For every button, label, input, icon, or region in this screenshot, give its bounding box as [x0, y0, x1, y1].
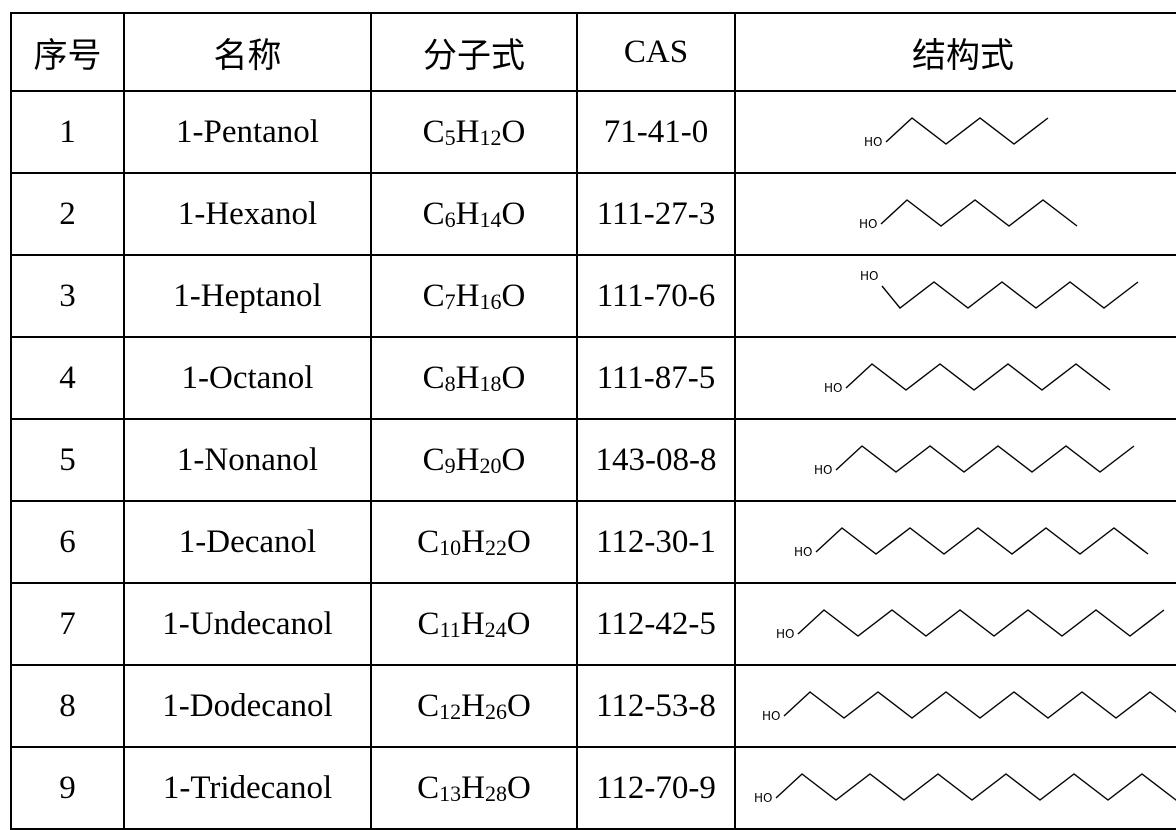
row-index: 4	[10, 336, 125, 420]
row-name: 1-Heptanol	[123, 254, 372, 338]
header-structure: 结构式	[734, 12, 1176, 92]
row-formula: C6H14O	[370, 172, 578, 256]
row-structure: HO	[734, 336, 1176, 420]
row-index: 5	[10, 418, 125, 502]
table-row: 3 1-Heptanol C7H16O 111-70-6 HO	[10, 254, 1176, 338]
row-index: 6	[10, 500, 125, 584]
row-structure: HO	[734, 418, 1176, 502]
skeletal-formula: HO	[864, 117, 1049, 149]
row-cas: 112-70-9	[576, 746, 736, 830]
row-index: 8	[10, 664, 125, 748]
header-name: 名称	[123, 12, 372, 92]
row-structure: HO	[734, 746, 1176, 830]
alcohol-table: 序号 名称 分子式 CAS 结构式 1 1-Pentanol C5H12O 71-41…	[10, 12, 1176, 830]
carbon-chain	[880, 199, 1078, 227]
row-cas: 111-87-5	[576, 336, 736, 420]
row-cas: 71-41-0	[576, 90, 736, 174]
hydroxyl-label: HO	[762, 709, 780, 723]
row-name: 1-Dodecanol	[123, 664, 372, 748]
table-row: 4 1-Octanol C8H18O 111-87-5 HO	[10, 336, 1176, 420]
row-index: 2	[10, 172, 125, 256]
row-name: 1-Hexanol	[123, 172, 372, 256]
skeletal-formula: HO	[824, 363, 1111, 395]
row-structure: HO	[734, 582, 1176, 666]
row-index: 7	[10, 582, 125, 666]
skeletal-formula: HO	[860, 269, 1139, 309]
row-formula: C11H24O	[370, 582, 578, 666]
table-row: 1 1-Pentanol C5H12O 71-41-0 HO	[10, 90, 1176, 174]
skeletal-formula: HO	[762, 691, 1176, 723]
carbon-chain	[835, 445, 1135, 473]
row-cas: 111-70-6	[576, 254, 736, 338]
header-index: 序号	[10, 12, 125, 92]
row-cas: 111-27-3	[576, 172, 736, 256]
row-formula: C9H20O	[370, 418, 578, 502]
table-row: 7 1-Undecanol C11H24O 112-42-5 HO	[10, 582, 1176, 666]
skeletal-formula: HO	[754, 773, 1176, 805]
row-name: 1-Nonanol	[123, 418, 372, 502]
row-formula: C12H26O	[370, 664, 578, 748]
row-cas: 112-30-1	[576, 500, 736, 584]
row-formula: C13H28O	[370, 746, 578, 830]
row-cas: 143-08-8	[576, 418, 736, 502]
row-formula: C7H16O	[370, 254, 578, 338]
hydroxyl-label: HO	[860, 269, 878, 283]
skeletal-formula: HO	[814, 445, 1135, 477]
header-formula: 分子式	[370, 12, 578, 92]
hydroxyl-label: HO	[824, 381, 842, 395]
row-index: 9	[10, 746, 125, 830]
row-index: 1	[10, 90, 125, 174]
hydroxyl-label: HO	[776, 627, 794, 641]
hydroxyl-label: HO	[864, 135, 882, 149]
row-name: 1-Decanol	[123, 500, 372, 584]
row-name: 1-Undecanol	[123, 582, 372, 666]
carbon-chain	[885, 117, 1049, 145]
table-row: 8 1-Dodecanol C12H26O 112-53-8 HO	[10, 664, 1176, 748]
row-cas: 112-42-5	[576, 582, 736, 666]
carbon-chain	[775, 773, 1176, 801]
hydroxyl-label: HO	[794, 545, 812, 559]
table-row: 6 1-Decanol C10H22O 112-30-1 HO	[10, 500, 1176, 584]
skeletal-formula: HO	[859, 199, 1078, 231]
hydroxyl-label: HO	[754, 791, 772, 805]
row-structure: HO	[734, 254, 1176, 338]
row-structure: HO	[734, 90, 1176, 174]
row-structure: HO	[734, 172, 1176, 256]
carbon-chain	[845, 363, 1111, 391]
row-structure: HO	[734, 664, 1176, 748]
row-name: 1-Tridecanol	[123, 746, 372, 830]
row-formula: C8H18O	[370, 336, 578, 420]
row-index: 3	[10, 254, 125, 338]
row-cas: 112-53-8	[576, 664, 736, 748]
skeletal-formula: HO	[776, 609, 1165, 641]
hydroxyl-label: HO	[814, 463, 832, 477]
row-formula: C5H12O	[370, 90, 578, 174]
row-formula: C10H22O	[370, 500, 578, 584]
skeletal-formula: HO	[794, 527, 1149, 559]
table-row: 9 1-Tridecanol C13H28O 112-70-9 HO	[10, 746, 1176, 830]
row-name: 1-Octanol	[123, 336, 372, 420]
carbon-chain	[881, 281, 1139, 309]
header-cas: CAS	[576, 12, 736, 92]
carbon-chain	[797, 609, 1165, 637]
table-row: 5 1-Nonanol C9H20O 143-08-8 HO	[10, 418, 1176, 502]
row-name: 1-Pentanol	[123, 90, 372, 174]
table-row: 2 1-Hexanol C6H14O 111-27-3 HO	[10, 172, 1176, 256]
row-structure: HO	[734, 500, 1176, 584]
carbon-chain	[815, 527, 1149, 555]
header-row: 序号 名称 分子式 CAS 结构式	[10, 12, 1176, 92]
hydroxyl-label: HO	[859, 217, 877, 231]
carbon-chain	[783, 691, 1176, 719]
